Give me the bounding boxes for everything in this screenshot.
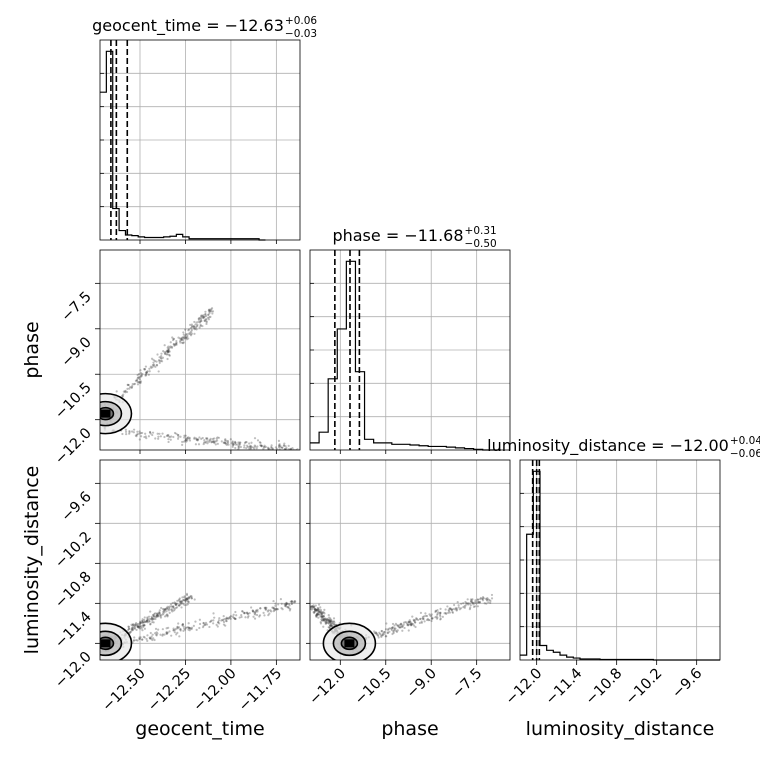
y-tick-label-luminosity_distance: −10.8	[52, 569, 95, 612]
x-axis-label-geocent_time: geocent_time	[135, 718, 264, 740]
y-tick-label-luminosity_distance: −12.0	[52, 649, 95, 692]
scatter-phase-luminosity_distance	[310, 593, 494, 660]
title-sub-luminosity_distance: −0.06	[730, 448, 760, 460]
hist-frame-luminosity_distance	[519, 459, 721, 661]
density-peak	[100, 639, 111, 648]
x-axis-label-phase: phase	[381, 718, 438, 740]
y-tick-label-phase: −7.5	[59, 289, 95, 325]
y-tick-label-luminosity_distance: −11.4	[52, 609, 95, 652]
y-tick-label-phase: −10.5	[52, 380, 95, 423]
hist-frame-geocent_time	[99, 39, 301, 241]
density-peak	[100, 409, 111, 418]
scatter-geocent_time-luminosity_distance	[100, 592, 297, 660]
grid	[139, 40, 277, 240]
x-tick-label-luminosity_distance: −9.6	[669, 666, 705, 702]
title-sub-phase: −0.50	[465, 238, 497, 250]
y-axis-label-phase: phase	[21, 321, 43, 378]
y-tick-label-phase: −9.0	[59, 334, 95, 370]
title-sup-phase: +0.31	[465, 225, 497, 237]
title-sup-luminosity_distance: +0.04	[730, 435, 760, 447]
density-peak	[344, 639, 355, 648]
y-tick-label-phase: −12.0	[52, 425, 95, 468]
hist-frame-phase	[309, 249, 511, 451]
title-sup-geocent_time: +0.06	[285, 15, 317, 27]
histogram-phase	[310, 260, 501, 451]
x-tick-label-phase: −9.0	[404, 666, 440, 702]
x-tick-label-phase: −10.5	[352, 666, 395, 709]
scatter-geocent_time-phase	[100, 307, 299, 450]
title-sub-geocent_time: −0.03	[285, 28, 317, 40]
x-tick-label-luminosity_distance: −11.4	[543, 666, 586, 709]
scatter-frame	[99, 249, 301, 451]
grid	[100, 460, 300, 660]
x-tick-label-luminosity_distance: −12.0	[503, 666, 546, 709]
scatter-frame	[309, 459, 511, 661]
histogram-luminosity_distance	[520, 470, 720, 661]
y-tick-label-luminosity_distance: −10.2	[52, 529, 95, 572]
grid	[100, 250, 300, 450]
x-tick-label-geocent_time: −12.25	[145, 666, 194, 715]
x-tick-label-luminosity_distance: −10.2	[623, 666, 666, 709]
y-axis-label-luminosity_distance: luminosity_distance	[21, 466, 43, 655]
x-tick-label-geocent_time: −12.50	[100, 666, 149, 715]
grid	[339, 250, 478, 450]
title-phase: phase = −11.68	[332, 226, 463, 245]
title-geocent_time: geocent_time = −12.63	[92, 16, 284, 36]
histogram-geocent_time	[100, 50, 266, 241]
x-axis-label-luminosity_distance: luminosity_distance	[526, 718, 715, 740]
x-tick-label-phase: −12.0	[306, 666, 349, 709]
x-tick-label-phase: −7.5	[449, 666, 485, 702]
x-tick-label-luminosity_distance: −10.8	[583, 666, 626, 709]
x-tick-label-geocent_time: −11.75	[236, 666, 285, 715]
x-tick-label-geocent_time: −12.00	[190, 666, 239, 715]
y-tick-label-luminosity_distance: −9.6	[59, 489, 95, 525]
title-luminosity_distance: luminosity_distance = −12.00	[487, 436, 729, 456]
scatter-frame	[99, 459, 301, 661]
